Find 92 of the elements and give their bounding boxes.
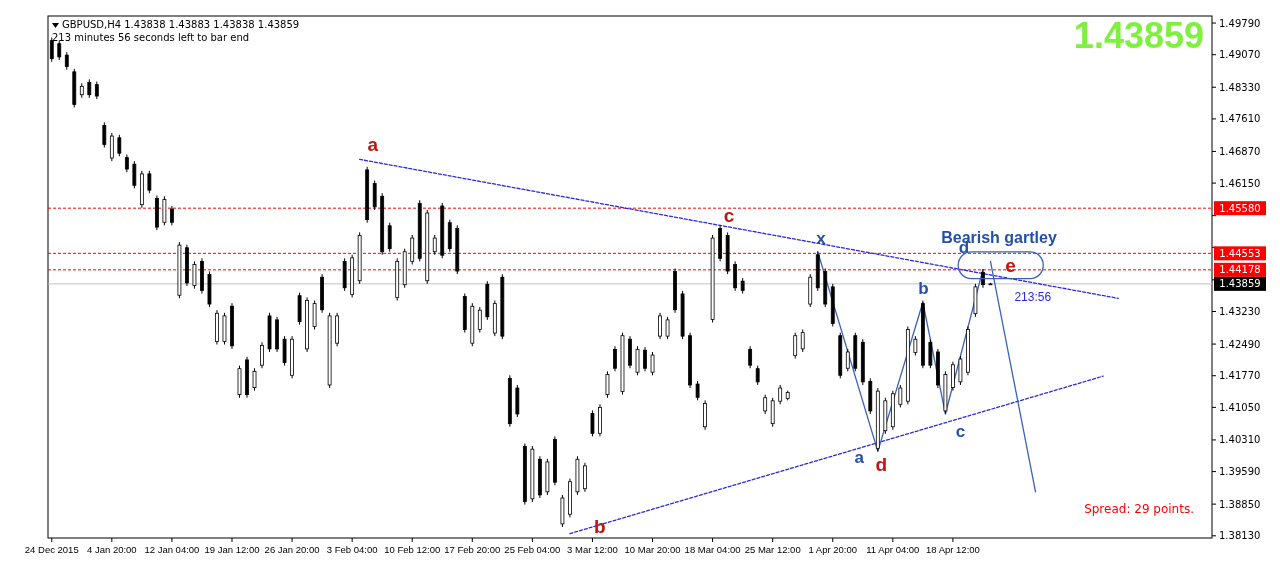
candlestick xyxy=(778,384,783,405)
candlestick xyxy=(695,380,700,401)
y-tick-label: 1.49790 xyxy=(1219,17,1261,29)
annotation: Spread: 29 points. xyxy=(1084,502,1194,516)
candlestick xyxy=(252,367,257,392)
y-tick-label: 1.38130 xyxy=(1219,530,1261,542)
x-tick-label: 25 Feb 04:00 xyxy=(504,544,561,555)
candlestick xyxy=(650,351,655,376)
ref-line-label: 1.44553 xyxy=(1219,247,1261,259)
annotation: 213:56 xyxy=(1014,290,1052,305)
annotation: a xyxy=(367,134,379,156)
candlestick xyxy=(898,384,903,408)
candlestick xyxy=(605,370,610,399)
candlestick xyxy=(387,222,392,253)
candlestick xyxy=(665,316,670,340)
annotation: x xyxy=(816,228,827,248)
candlestick xyxy=(658,312,662,340)
candlestick xyxy=(87,78,92,99)
x-tick-label: 10 Mar 20:00 xyxy=(624,544,681,555)
ref-line-label: 1.45580 xyxy=(1219,202,1261,214)
x-tick-label: 3 Mar 12:00 xyxy=(567,544,618,555)
x-tick-label: 26 Jan 20:00 xyxy=(264,544,320,555)
annotation: b xyxy=(918,279,929,299)
candlestick xyxy=(958,355,963,386)
x-tick-label: 25 Mar 12:00 xyxy=(744,544,801,555)
candlestick xyxy=(755,365,760,386)
y-tick-label: 1.47610 xyxy=(1219,113,1261,125)
annotation: d xyxy=(875,453,888,475)
x-tick-label: 18 Apr 12:00 xyxy=(925,544,980,555)
x-tick-label: 1 Apr 20:00 xyxy=(808,544,858,555)
candlestick xyxy=(312,300,317,331)
candlestick xyxy=(800,329,805,353)
candlestick xyxy=(770,397,775,428)
candlestick xyxy=(763,394,768,415)
ref-line-label: 1.43859 xyxy=(1219,278,1261,290)
candlestick xyxy=(192,260,197,290)
candlestick xyxy=(162,195,167,226)
x-tick-label: 3 Feb 04:00 xyxy=(326,544,378,555)
candlestick xyxy=(733,260,738,292)
y-tick-label: 1.42490 xyxy=(1219,338,1261,350)
ref-line-label: 1.44178 xyxy=(1219,264,1261,276)
candlestick xyxy=(793,332,798,360)
candlestick xyxy=(703,399,707,431)
y-tick-label: 1.41770 xyxy=(1219,370,1261,382)
candlestick xyxy=(590,409,595,437)
annotation: e xyxy=(1005,255,1016,277)
candlestick xyxy=(410,234,415,265)
candlestick xyxy=(282,335,287,367)
annotation: c xyxy=(723,204,735,226)
chart-title: GBPUSD,H4 1.43838 1.43883 1.43838 1.43859 xyxy=(62,19,300,30)
y-tick-label: 1.48330 xyxy=(1219,81,1261,93)
candlestick xyxy=(913,335,918,356)
y-tick-label: 1.41050 xyxy=(1219,401,1261,413)
candlestick xyxy=(372,179,377,211)
candlestick xyxy=(132,160,137,189)
candlestick xyxy=(583,462,587,493)
x-tick-label: 12 Jan 04:00 xyxy=(144,544,200,555)
x-tick-label: 17 Feb 20:00 xyxy=(444,544,501,555)
y-tick-label: 1.46150 xyxy=(1219,177,1261,189)
candlestick xyxy=(102,121,107,148)
candlestick xyxy=(57,40,62,61)
candlestick xyxy=(635,345,640,376)
candlestick xyxy=(477,306,482,334)
x-tick-label: 19 Jan 12:00 xyxy=(204,544,260,555)
text: 213 minutes 56 seconds left to bar end xyxy=(52,32,250,43)
annotation: 1.43859 xyxy=(1073,15,1204,56)
candlestick xyxy=(981,268,985,289)
y-tick-label: 1.49070 xyxy=(1219,49,1261,61)
candlestick xyxy=(845,348,850,372)
candlestick xyxy=(643,346,647,372)
x-tick-label: 10 Feb 12:00 xyxy=(384,544,441,555)
annotation: a xyxy=(854,448,865,468)
y-tick-label: 1.46870 xyxy=(1219,145,1261,157)
y-tick-label: 1.40310 xyxy=(1219,434,1261,446)
x-tick-label: 18 Mar 04:00 xyxy=(684,544,741,555)
x-tick-label: 4 Jan 20:00 xyxy=(87,544,137,555)
candlestick xyxy=(260,341,264,369)
candlestick xyxy=(748,345,753,369)
annotation: c xyxy=(955,421,966,441)
candlestick xyxy=(432,234,437,256)
y-tick-label: 1.39590 xyxy=(1219,466,1261,478)
candlestick xyxy=(613,345,617,372)
candlestick xyxy=(928,338,933,369)
x-tick-label: 24 Dec 2015 xyxy=(24,544,79,555)
candlestick xyxy=(170,205,174,226)
candlestick xyxy=(951,361,955,392)
y-tick-label: 1.43230 xyxy=(1219,306,1261,318)
x-tick-label: 11 Apr 04:00 xyxy=(866,544,920,555)
candlestick xyxy=(117,134,122,157)
candlestick xyxy=(109,132,114,162)
y-tick-label: 1.38850 xyxy=(1219,498,1261,510)
candlestick xyxy=(147,170,152,194)
